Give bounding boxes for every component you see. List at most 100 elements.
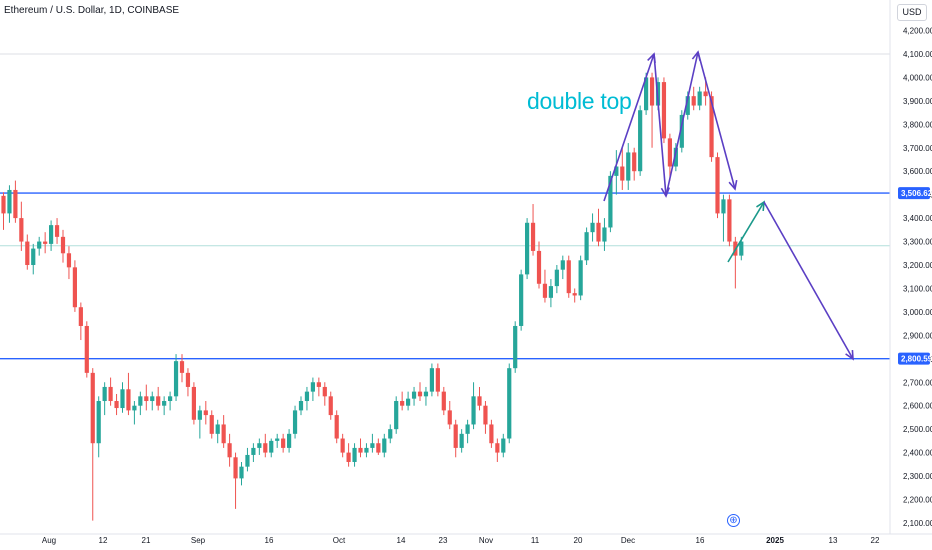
- double-top-annotation[interactable]: double top: [527, 88, 632, 114]
- pattern-arrow: [665, 51, 699, 197]
- price-tick-label: 2,500.00: [903, 425, 932, 434]
- candle-body: [483, 405, 488, 425]
- candle-body: [638, 110, 643, 172]
- projection-arrow-head: [845, 349, 854, 361]
- candle-body: [477, 396, 482, 406]
- projection-arrow: [763, 201, 854, 360]
- pattern-arrow: [697, 51, 736, 190]
- candle-body: [138, 396, 143, 406]
- candle-body: [66, 253, 72, 268]
- candle-body: [340, 438, 345, 453]
- candle-body: [519, 274, 524, 326]
- projection-arrow: [727, 201, 765, 263]
- candle-body: [507, 368, 512, 439]
- price-tick-label: 3,600.00: [903, 167, 932, 176]
- candle-body: [471, 396, 476, 425]
- candle-body: [400, 401, 405, 406]
- level-price-label: 3,506.62: [901, 189, 932, 198]
- price-tick-label: 3,700.00: [903, 144, 932, 153]
- candle-body: [513, 325, 518, 369]
- candle-body: [352, 447, 357, 462]
- candle-body: [233, 457, 238, 479]
- candle-body: [60, 236, 66, 254]
- candle-body: [275, 438, 280, 441]
- chart-grid: [0, 53, 890, 247]
- candle-body: [49, 225, 54, 244]
- time-tick-label: 16: [696, 536, 705, 545]
- candle-body: [441, 391, 446, 411]
- price-tick-label: 2,900.00: [903, 331, 932, 340]
- price-axis: 4,200.00 4,100.00 4,000.00 3,900.00 3,800.00…: [903, 27, 932, 528]
- candle-body: [221, 424, 226, 444]
- candle-body: [691, 96, 696, 106]
- candle-body: [173, 361, 179, 397]
- candle-body: [417, 391, 423, 397]
- goto-realtime-icon[interactable]: ⊕: [727, 514, 740, 527]
- candle-body: [203, 410, 208, 416]
- candle-body: [572, 293, 577, 296]
- candle-body: [245, 454, 250, 467]
- candle-body: [560, 260, 565, 270]
- candle-body: [525, 222, 530, 275]
- time-tick-label: Dec: [621, 536, 635, 545]
- candle-body: [388, 429, 393, 439]
- candle-body: [144, 396, 149, 402]
- time-tick-label: 21: [142, 536, 151, 545]
- price-tick-label: 3,000.00: [903, 308, 932, 317]
- candle-body: [685, 96, 690, 115]
- price-tick-label: 3,900.00: [903, 97, 932, 106]
- candle-body: [269, 440, 274, 453]
- level-price-tag: [898, 187, 930, 200]
- candle-body: [215, 424, 220, 434]
- time-tick-label: 22: [871, 536, 880, 545]
- candle-body: [703, 91, 708, 97]
- candle-body: [185, 372, 191, 387]
- currency-button[interactable]: USD: [897, 4, 927, 21]
- candle-body: [7, 189, 12, 214]
- candle-body: [376, 443, 381, 453]
- candle-body: [43, 241, 48, 244]
- time-tick-label: Aug: [42, 536, 56, 545]
- price-tick-label: 3,100.00: [903, 284, 932, 293]
- candle-body: [548, 286, 553, 298]
- level-price-label: 2,800.59: [901, 355, 932, 364]
- price-tick-label: 3,300.00: [903, 238, 932, 247]
- price-tick-label: 3,200.00: [903, 261, 932, 270]
- candle-body: [394, 401, 399, 430]
- candle-body: [590, 222, 595, 233]
- candle-body: [447, 410, 452, 425]
- candle-body: [334, 415, 339, 439]
- candle-body: [197, 410, 202, 420]
- candle-body: [316, 382, 321, 387]
- candle-body: [423, 391, 429, 397]
- price-tick-label: 2,600.00: [903, 402, 932, 411]
- candle-body: [709, 96, 714, 158]
- candle-body: [382, 438, 387, 453]
- time-tick-label: Sep: [191, 536, 206, 545]
- price-tick-label: 4,100.00: [903, 50, 932, 59]
- candle-body: [411, 391, 417, 399]
- candle-body: [602, 227, 607, 242]
- candle-body: [227, 443, 232, 458]
- candle-body: [162, 401, 167, 406]
- candle-body: [72, 267, 77, 308]
- candle-body: [120, 389, 125, 409]
- candle-body: [19, 218, 24, 242]
- candle-body: [257, 443, 262, 448]
- level-price-tag: [898, 352, 930, 365]
- candle-body: [328, 396, 333, 416]
- price-tick-label: 2,200.00: [903, 496, 932, 505]
- candle-body: [370, 443, 375, 448]
- candle-body: [84, 325, 89, 373]
- candle-body: [31, 248, 36, 265]
- time-tick-label: 2025: [766, 536, 784, 545]
- candle-body: [406, 398, 411, 406]
- candle-body: [281, 438, 286, 448]
- candle-body: [661, 82, 667, 139]
- candle-body: [453, 424, 458, 448]
- candle-body: [102, 386, 107, 402]
- candle-body: [358, 447, 363, 453]
- price-tick-label: 3,400.00: [903, 214, 932, 223]
- candle-body: [554, 269, 559, 287]
